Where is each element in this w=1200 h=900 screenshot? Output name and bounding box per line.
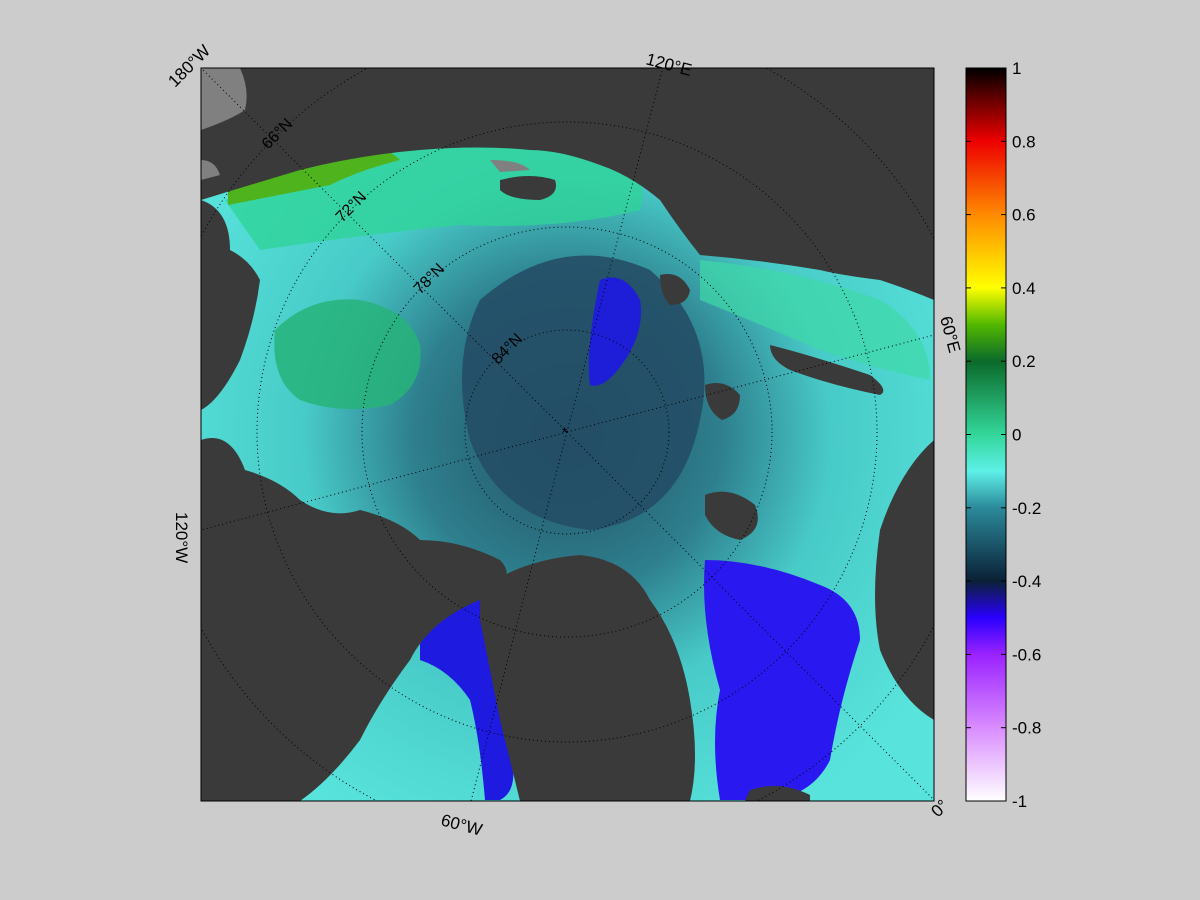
pole-marker: * bbox=[562, 424, 568, 440]
ice-shelf-patches bbox=[201, 68, 530, 180]
colorbar-tick-label: -0.4 bbox=[1012, 572, 1041, 591]
land-siberia bbox=[201, 68, 934, 300]
land-greenland bbox=[480, 555, 695, 801]
anomaly-central-basin bbox=[462, 255, 705, 531]
colorbar-tick-label: -0.8 bbox=[1012, 719, 1041, 738]
colorbar-tick-label: 0.4 bbox=[1012, 279, 1036, 298]
colorbar-gradient bbox=[965, 67, 1007, 802]
colorbar-tick-label: 0.6 bbox=[1012, 206, 1036, 225]
anomaly-east-siberian-green bbox=[228, 144, 400, 205]
colorbar-tick-label: 0.2 bbox=[1012, 352, 1036, 371]
colorbar: 1 0.8 0.6 0.4 0.2 0 -0.2 -0.4 -0.6 -0.8 -1 bbox=[965, 59, 1041, 811]
map-panel: * 66°N 72°N 78°N 84°N bbox=[201, 68, 934, 801]
lon-label-60e: 60°E bbox=[936, 314, 964, 355]
graticule bbox=[201, 68, 934, 801]
land-severnaya bbox=[660, 274, 690, 305]
map-border bbox=[200, 67, 935, 802]
colorbar-tick-label: -1 bbox=[1012, 792, 1027, 811]
colorbar-tick-label: 1 bbox=[1012, 59, 1021, 78]
anomaly-barents bbox=[700, 260, 930, 380]
colorbar-tick-label: -0.6 bbox=[1012, 645, 1041, 664]
land-novaya-zemlya bbox=[770, 345, 884, 395]
land-canada bbox=[201, 438, 507, 801]
land-franz-josef bbox=[705, 382, 740, 420]
land-iceland bbox=[745, 786, 810, 801]
colorbar-tick-label: 0 bbox=[1012, 426, 1021, 445]
colorbar-ticks: 1 0.8 0.6 0.4 0.2 0 -0.2 -0.4 -0.6 -0.8 -1 bbox=[966, 59, 1041, 811]
anomaly-lomonosov-blue bbox=[588, 277, 641, 386]
lon-label-120w: 120°W bbox=[172, 512, 191, 563]
colorbar-tick-label: 0.8 bbox=[1012, 132, 1036, 151]
lon-label-60w: 60°W bbox=[439, 811, 484, 840]
land-masses bbox=[201, 68, 934, 801]
colorbar-tick-label: -0.2 bbox=[1012, 499, 1041, 518]
land-scandinavia bbox=[875, 440, 934, 720]
anomaly-greenland-sea-blue bbox=[704, 560, 860, 800]
land-alaska bbox=[201, 200, 260, 410]
anomaly-beaufort-green bbox=[274, 299, 421, 409]
land-svalbard bbox=[705, 491, 758, 540]
land-new-siberian bbox=[500, 176, 556, 200]
